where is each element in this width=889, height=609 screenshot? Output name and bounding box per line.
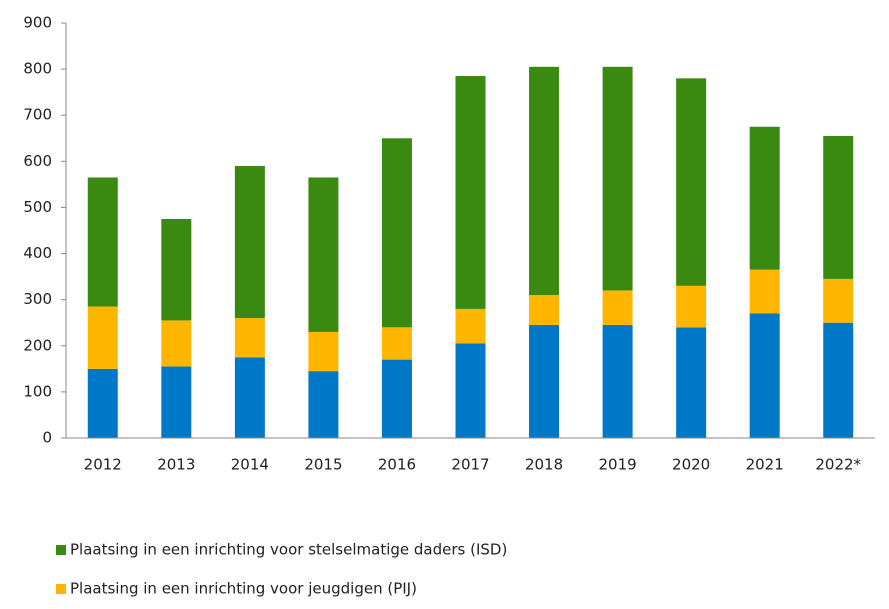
legend-label: Plaatsing in een inrichting voor jeugdig… [70, 580, 417, 598]
x-tick-label: 2013 [157, 456, 195, 474]
bar-segment [234, 318, 265, 358]
bar-segment [823, 322, 854, 438]
bar-segment [381, 359, 412, 438]
x-tick-label: 2015 [304, 456, 342, 474]
bar-segment [529, 325, 560, 438]
bar-segment [87, 306, 118, 369]
bar-segment [676, 327, 707, 438]
bar-segment [87, 177, 118, 307]
x-tick-label: 2022* [815, 456, 861, 474]
bar-segment [161, 320, 192, 367]
bar-segment [381, 327, 412, 360]
legend-swatch [56, 584, 66, 594]
bar-segment [529, 295, 560, 326]
bar-segment [234, 357, 265, 438]
bar-segment [308, 371, 339, 438]
x-tick-label: 2016 [378, 456, 416, 474]
bar-segment [308, 177, 339, 332]
y-tick-label: 0 [42, 429, 52, 447]
y-tick-label: 900 [23, 14, 52, 32]
legend-swatch [56, 545, 66, 555]
bar-segment [676, 78, 707, 286]
bar-segment [381, 138, 412, 328]
bar-segment [602, 290, 633, 326]
bar-segment [529, 66, 560, 296]
bar-segment [234, 165, 265, 319]
x-tick-label: 2020 [672, 456, 710, 474]
x-tick-label: 2021 [746, 456, 784, 474]
bar-segment [87, 368, 118, 438]
bar-segment [602, 66, 633, 291]
y-tick-label: 300 [23, 290, 52, 308]
y-tick-label: 200 [23, 336, 52, 354]
x-tick-label: 2019 [598, 456, 636, 474]
legend-label: Plaatsing in een inrichting voor stelsel… [70, 541, 507, 559]
x-tick-label: 2017 [451, 456, 489, 474]
y-tick-label: 400 [23, 244, 52, 262]
bar-segment [455, 76, 486, 309]
y-tick-label: 800 [23, 60, 52, 78]
bar-segment [823, 135, 854, 279]
bar-segment [602, 325, 633, 438]
x-tick-label: 2012 [84, 456, 122, 474]
bar-segment [749, 269, 780, 314]
bar-segment [676, 285, 707, 328]
bar-segment [161, 218, 192, 321]
bar-segment [308, 331, 339, 372]
x-tick-label: 2018 [525, 456, 563, 474]
bar-segment [823, 278, 854, 323]
bar-segment [455, 343, 486, 438]
bar-segment [749, 126, 780, 270]
bar-segment [749, 313, 780, 438]
y-tick-label: 700 [23, 106, 52, 124]
y-tick-label: 100 [23, 382, 52, 400]
y-tick-label: 500 [23, 198, 52, 216]
bar-segment [455, 308, 486, 344]
y-tick-label: 600 [23, 152, 52, 170]
x-tick-label: 2014 [231, 456, 269, 474]
bar-segment [161, 366, 192, 438]
